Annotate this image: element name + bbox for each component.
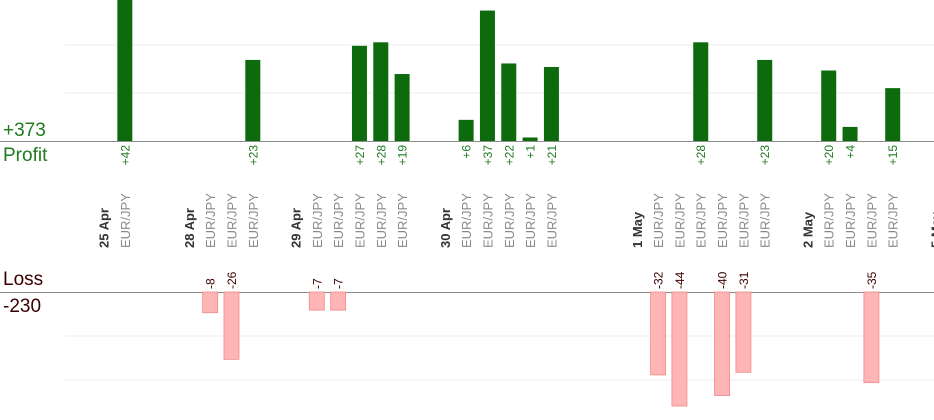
pair-label: EUR/JPY [331, 193, 346, 248]
pair-label: EUR/JPY [352, 193, 367, 248]
bars [117, 0, 901, 407]
pair-label: EUR/JPY [480, 193, 495, 248]
profit-value-label: +27 [353, 145, 367, 166]
profit-value-label: +4 [844, 145, 858, 159]
pair-label: EUR/JPY [886, 193, 901, 248]
pair-label: EUR/JPY [544, 193, 559, 248]
loss-label: Loss [3, 269, 44, 290]
profit-bar [117, 0, 133, 141]
loss-bar [202, 291, 219, 314]
pair-label: EUR/JPY [502, 193, 517, 248]
date-label: 28 Apr [182, 208, 197, 248]
profit-value-label: +42 [118, 145, 132, 166]
profit-value-label: +23 [758, 145, 772, 166]
profit-bar [543, 66, 559, 141]
date-label: 5 May [928, 211, 934, 248]
profit-bar [394, 74, 410, 141]
pair-label: EUR/JPY [864, 193, 879, 248]
profit-value-label: +37 [481, 145, 495, 166]
profit-value-label: +20 [822, 145, 836, 166]
profit-value-label: +15 [886, 145, 900, 166]
pair-label: EUR/JPY [224, 193, 239, 248]
loss-value-label: -31 [737, 271, 751, 289]
pair-label: EUR/JPY [118, 193, 133, 248]
loss-bar [863, 291, 880, 384]
profit-bar [821, 70, 837, 141]
profit-value-label: +22 [502, 145, 516, 166]
pair-label: EUR/JPY [672, 193, 687, 248]
profit-value-label: +21 [545, 145, 559, 166]
profit-bar [245, 59, 261, 141]
grid-lines [0, 44, 934, 381]
profit-bar [501, 63, 517, 142]
profit-bar [842, 126, 858, 141]
pair-label: EUR/JPY [246, 193, 261, 248]
date-label: 29 Apr [288, 208, 303, 248]
loss-value-label: -35 [865, 271, 879, 289]
pair-label: EUR/JPY [310, 193, 325, 248]
pair-label: EUR/JPY [736, 193, 751, 248]
pair-label: EUR/JPY [694, 193, 709, 248]
profit-bar [373, 42, 389, 141]
loss-value-label: -8 [204, 278, 218, 289]
date-label: 30 Apr [438, 208, 453, 248]
loss-value-label: -7 [332, 278, 346, 289]
date-label: 2 May [800, 211, 815, 248]
pair-label: EUR/JPY [715, 193, 730, 248]
pair-label: EUR/JPY [843, 193, 858, 248]
pair-label: EUR/JPY [651, 193, 666, 248]
loss-bar [330, 291, 347, 311]
loss-value-label: -32 [652, 271, 666, 289]
profit-bar [351, 45, 367, 142]
loss-bar [308, 291, 325, 311]
profit-value-label: +19 [396, 145, 410, 166]
loss-total: -230 [3, 296, 42, 317]
profit-bar [885, 88, 901, 141]
loss-value-label: -44 [673, 271, 687, 289]
pair-label: EUR/JPY [822, 193, 837, 248]
labels: 25 Apr EUR/JPY +42 28 Apr EUR/JPY -8 EUR/JPY -2… [97, 145, 934, 289]
loss-value-label: -26 [225, 271, 239, 289]
profit-value-label: +28 [374, 145, 388, 166]
profit-value-label: +6 [460, 145, 474, 159]
profit-bar [522, 137, 538, 141]
pair-label: EUR/JPY [395, 193, 410, 248]
profit-value-label: +1 [524, 145, 538, 159]
loss-bar [223, 291, 240, 360]
pair-label: EUR/JPY [758, 193, 773, 248]
profit-bar [757, 59, 773, 141]
profit-label: Profit [3, 145, 48, 166]
pair-label: EUR/JPY [374, 193, 389, 248]
pair-label: EUR/JPY [203, 193, 218, 248]
loss-value-label: -7 [310, 278, 324, 289]
profit-bar [693, 42, 709, 141]
profit-total: +373 [3, 120, 46, 141]
profit-bar [479, 10, 495, 142]
profit-value-label: +28 [694, 145, 708, 166]
pair-label: EUR/JPY [459, 193, 474, 248]
loss-bar [714, 291, 730, 397]
loss-bar [650, 291, 666, 376]
profit-value-label: +23 [246, 145, 260, 166]
loss-value-label: -40 [716, 271, 730, 289]
date-label: 1 May [630, 211, 645, 248]
pair-label: EUR/JPY [523, 193, 538, 248]
loss-bar [735, 291, 752, 373]
date-label: 25 Apr [97, 208, 112, 248]
profit-bar [458, 119, 474, 141]
loss-bar [671, 291, 688, 407]
